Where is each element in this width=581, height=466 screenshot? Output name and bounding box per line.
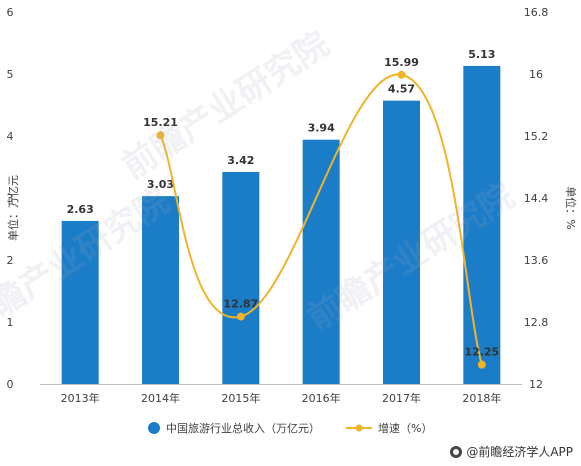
bar	[142, 196, 179, 384]
growth-value-label: 12.87	[223, 298, 258, 311]
legend-line-label: 增速（%）	[378, 421, 432, 435]
bar	[61, 220, 99, 384]
legend-bar-marker	[148, 422, 160, 434]
bar-value-label: 2.63	[67, 203, 94, 216]
growth-value-label: 15.99	[384, 56, 419, 69]
bar-value-label: 3.42	[227, 154, 254, 167]
x-tick-label: 2013年	[61, 391, 100, 405]
y-left-tick-label: 0	[7, 378, 14, 391]
source-footer: @前瞻经济学人APP	[450, 443, 573, 460]
x-tick-label: 2018年	[462, 391, 501, 405]
growth-point	[236, 312, 245, 321]
growth-point	[156, 131, 165, 140]
y-left-tick-label: 6	[7, 6, 14, 19]
legend-bar-label: 中国旅游行业总收入（万亿元）	[166, 421, 320, 435]
growth-value-label: 15.21	[143, 116, 178, 129]
y-right-tick-label: 13.6	[524, 254, 549, 267]
source-text: @前瞻经济学人APP	[466, 445, 573, 459]
legend-line-marker-dot	[355, 424, 363, 432]
y-left-tick-label: 1	[7, 316, 14, 329]
y-right-tick-label: 16.8	[524, 6, 549, 19]
x-tick-label: 2016年	[302, 391, 341, 405]
y-right-tick-label: 12	[529, 378, 543, 391]
y-left-tick-label: 5	[7, 68, 14, 81]
x-tick-label: 2017年	[382, 391, 421, 405]
growth-point	[477, 360, 486, 369]
bar-value-label: 3.94	[308, 122, 335, 135]
y-left-tick-label: 3	[7, 192, 14, 205]
y-right-axis-title: 单位：%	[564, 186, 578, 229]
bar-value-label: 5.13	[468, 48, 495, 61]
growth-line	[159, 73, 483, 365]
x-tick-label: 2014年	[141, 391, 180, 405]
bar-value-label: 3.03	[147, 178, 174, 191]
y-left-tick-label: 2	[7, 254, 14, 267]
brand-logo-icon	[450, 445, 463, 458]
y-left-axis-title: 单位：万亿元	[6, 175, 20, 241]
bar	[463, 65, 501, 384]
bar-value-label: 4.57	[388, 83, 415, 96]
y-right-tick-label: 12.8	[524, 316, 549, 329]
bar	[302, 139, 340, 384]
y-right-tick-label: 14.4	[524, 192, 549, 205]
bar	[222, 171, 260, 384]
y-right-tick-label: 15.2	[524, 130, 549, 143]
bar	[383, 100, 420, 384]
y-right-tick-label: 16	[529, 68, 543, 81]
x-tick-label: 2015年	[221, 391, 260, 405]
growth-point	[397, 70, 406, 79]
y-left-tick-label: 4	[7, 130, 14, 143]
growth-value-label: 12.25	[464, 346, 499, 359]
